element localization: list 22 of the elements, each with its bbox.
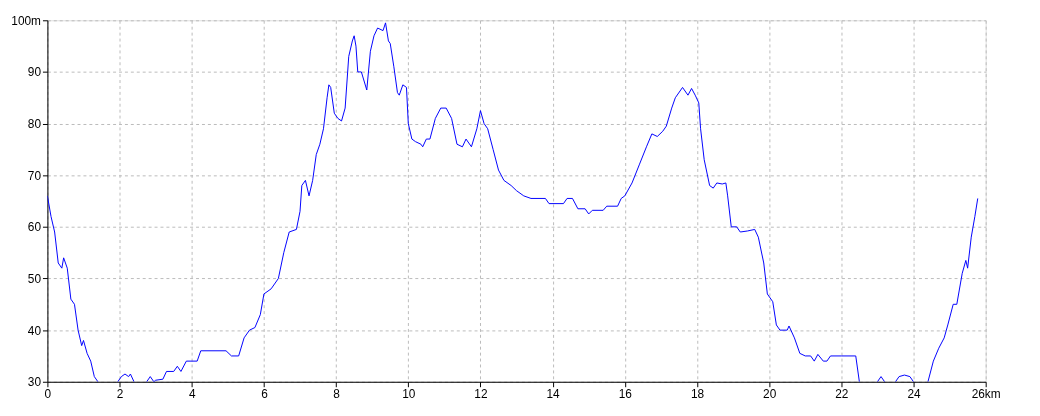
x-tick-label: 26km [971,387,1001,402]
x-tick-label: 22 [835,387,849,402]
x-tick-label: 20 [763,387,777,402]
x-tick-label: 6 [261,387,269,402]
x-tick-label: 12 [474,387,488,402]
x-tick-label: 14 [546,387,561,402]
y-tick-label: 80 [27,117,42,132]
y-tick-label: 50 [27,271,42,286]
x-tick-label: 0 [44,387,52,402]
x-tick-label: 18 [690,387,705,402]
y-tick-label: 30 [27,375,42,390]
y-tick-label: 100m [11,13,42,28]
x-tick-label: 4 [188,387,196,402]
y-tick-label: 90 [27,65,42,80]
y-tick-label: 60 [27,220,42,235]
x-tick-label: 24 [907,387,921,402]
x-tick-label: 16 [618,387,633,402]
x-tick-label: 8 [333,387,341,402]
x-tick-label: 10 [402,387,416,402]
y-tick-label: 40 [27,323,42,338]
y-tick-label: 70 [27,168,42,183]
x-tick-label: 2 [116,387,124,402]
